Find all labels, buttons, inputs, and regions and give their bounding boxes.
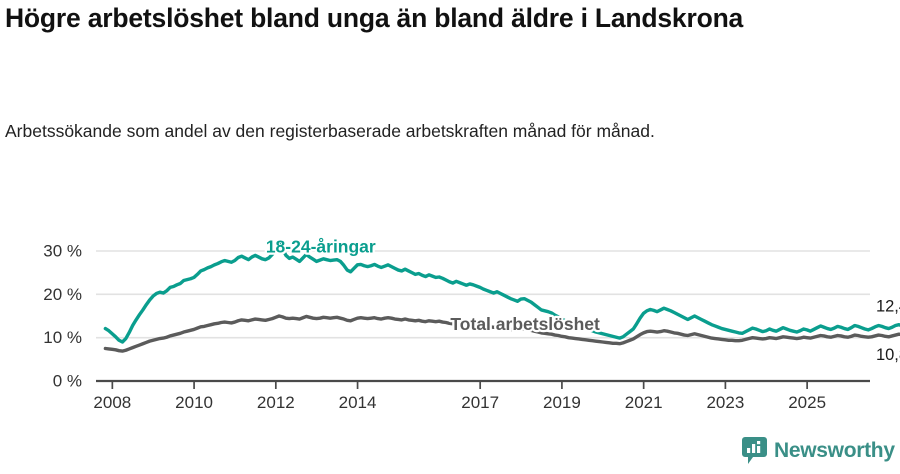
x-axis-tick-labels: 2008 2010 2012 2014 2017 2019 2021 2023 2025 (93, 393, 826, 412)
logo-wordmark: Newsworthy (774, 439, 895, 462)
x-axis-tick-label: 2012 (257, 393, 295, 412)
x-axis-tick-label: 2023 (706, 393, 744, 412)
y-axis-tick-label: 10 % (43, 328, 82, 347)
series-line (103, 314, 900, 353)
series-label: 18-24-åringar (266, 237, 376, 257)
page-title: Högre arbetslöshet bland unga än bland ä… (5, 3, 744, 33)
y-axis-tick-label: 20 % (43, 285, 82, 304)
bar-chart-bubble-icon (742, 437, 767, 464)
series-label: Total arbetslöshet (450, 314, 600, 334)
series-endpoint-labels: 12,4 % 10,8 % (876, 297, 900, 364)
series-endpoint-label: 10,8 % (876, 346, 900, 364)
x-axis-tick-label: 2008 (93, 393, 131, 412)
y-axis-tick-label: 0 % (53, 371, 82, 390)
x-axis-tick-label: 2017 (461, 393, 499, 412)
line-chart: 0 % 10 % 20 % 30 % 2008 2010 2012 2014 2017 2019… (0, 200, 900, 425)
series-line (103, 241, 900, 344)
chart-svg: 0 % 10 % 20 % 30 % 2008 2010 2012 2014 2017 2019… (43, 234, 900, 412)
x-axis-tick-label: 2021 (625, 393, 663, 412)
y-axis-tick-labels: 0 % 10 % 20 % 30 % (43, 241, 82, 390)
x-axis-tickmarks (111, 381, 808, 389)
data-series-lines (103, 241, 900, 353)
x-axis-tick-label: 2010 (175, 393, 213, 412)
y-axis-tick-label: 30 % (43, 241, 82, 260)
chart-subtitle: Arbetssökande som andel av den registerb… (5, 121, 655, 141)
x-axis-tick-label: 2025 (788, 393, 826, 412)
series-endpoint-label: 12,4 % (876, 297, 900, 315)
x-axis-tick-label: 2019 (543, 393, 581, 412)
x-axis-tick-label: 2014 (339, 393, 377, 412)
gridlines (96, 250, 870, 339)
series-inline-labels: 18-24-åringar Total arbetslöshet (264, 234, 603, 336)
newsworthy-logo[interactable]: Newsworthy (742, 437, 895, 464)
